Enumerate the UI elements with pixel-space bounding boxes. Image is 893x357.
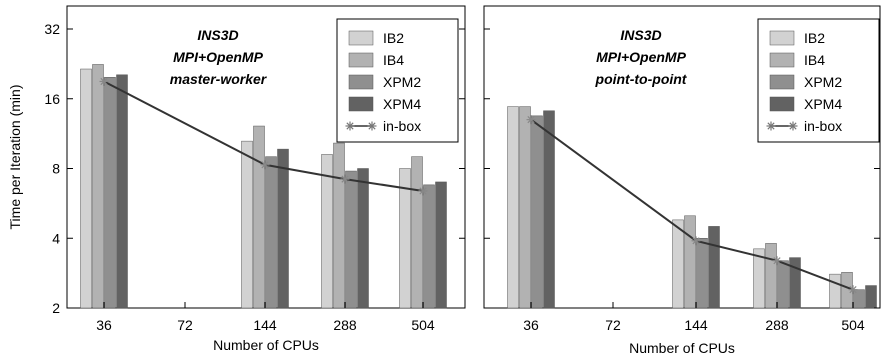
bar-xpm4-504 bbox=[865, 285, 877, 309]
bar-xpm4-504 bbox=[435, 181, 447, 309]
y-tick-label: 2 bbox=[52, 300, 60, 316]
bar-ib4-36 bbox=[92, 64, 104, 309]
x-tick-label: 36 bbox=[96, 317, 112, 333]
bar-ib2-288 bbox=[753, 248, 765, 309]
point-in-box-36 bbox=[526, 115, 536, 125]
bar-xpm4-144 bbox=[277, 148, 289, 309]
line-in-box bbox=[530, 118, 854, 291]
legend-swatch-ib4 bbox=[769, 52, 795, 68]
y-tick-label: 8 bbox=[52, 161, 60, 177]
bar-xpm4-36 bbox=[543, 110, 555, 309]
bar-ib4-144 bbox=[253, 125, 265, 309]
y-tick-label: 16 bbox=[44, 91, 60, 107]
legend-label-xpm4: XPM4 bbox=[804, 96, 842, 112]
chart-title-line-3: master-worker bbox=[170, 71, 268, 87]
bar-ib4-36 bbox=[519, 106, 531, 309]
point-in-box-288 bbox=[340, 174, 350, 184]
legend-swatch-xpm2 bbox=[348, 74, 374, 90]
chart-title-line-1: INS3D bbox=[197, 27, 238, 43]
chart-title-line-1: INS3D bbox=[620, 27, 661, 43]
y-axis-title: Time per Iteration (min) bbox=[7, 85, 23, 230]
legend: IB2 IB4 XPM2 XPM4 in-box bbox=[757, 18, 880, 143]
point-in-box-144 bbox=[691, 236, 701, 246]
x-axis-title: Number of CPUs bbox=[629, 340, 735, 356]
bar-xpm2-504 bbox=[853, 289, 865, 309]
chart-title-line-2: MPI+OpenMP bbox=[173, 49, 264, 65]
bar-xpm2-36 bbox=[104, 77, 116, 309]
legend-label-ib2: IB2 bbox=[804, 30, 825, 46]
chart-panel-point-to-point: 36 72 144 288 504 INS3D MPI+OpenMP point-to-… bbox=[483, 5, 881, 356]
legend-marker bbox=[367, 121, 377, 131]
x-tick-label: 504 bbox=[411, 317, 435, 333]
chart-title-line-3: point-to-point bbox=[595, 71, 688, 87]
bar-xpm4-144 bbox=[708, 226, 720, 309]
bar-ib4-144 bbox=[684, 215, 696, 309]
legend-label-ib4: IB4 bbox=[804, 52, 825, 68]
bar-xpm4-288 bbox=[357, 168, 369, 309]
legend-swatch-ib2 bbox=[769, 30, 795, 46]
point-in-box-288 bbox=[772, 256, 782, 266]
legend-marker bbox=[766, 121, 776, 131]
bar-xpm2-144 bbox=[265, 156, 277, 309]
legend: IB2 IB4 XPM2 XPM4 in-box bbox=[336, 18, 459, 143]
bar-xpm2-504 bbox=[423, 184, 435, 309]
bar-ib2-288 bbox=[321, 154, 333, 309]
bar-ib2-504 bbox=[829, 273, 841, 309]
legend-swatch-xpm4 bbox=[769, 96, 795, 112]
point-in-box-504 bbox=[848, 285, 858, 295]
legend-marker bbox=[345, 121, 355, 131]
x-axis-title: Number of CPUs bbox=[213, 337, 319, 353]
y-tick-label: 32 bbox=[44, 21, 60, 37]
line-in-box bbox=[103, 80, 424, 192]
chart-title-line-2: MPI+OpenMP bbox=[596, 49, 687, 65]
legend-swatch-ib4 bbox=[348, 52, 374, 68]
bar-xpm4-36 bbox=[116, 74, 128, 309]
point-in-box-504 bbox=[418, 186, 428, 196]
bar-ib4-288 bbox=[765, 243, 777, 309]
x-tick-label: 144 bbox=[684, 317, 708, 333]
bar-xpm2-288 bbox=[345, 170, 357, 309]
legend-swatch-xpm2 bbox=[769, 74, 795, 90]
bar-xpm2-36 bbox=[531, 115, 543, 309]
legend-label-xpm2: XPM2 bbox=[804, 74, 842, 90]
bar-xpm4-288 bbox=[789, 257, 801, 309]
legend-marker bbox=[788, 121, 798, 131]
x-tick-label: 72 bbox=[177, 317, 193, 333]
x-tick-label: 144 bbox=[253, 317, 277, 333]
x-tick-label: 504 bbox=[841, 317, 865, 333]
point-in-box-36 bbox=[99, 76, 109, 86]
legend-swatch-ib2 bbox=[348, 30, 374, 46]
bar-xpm2-288 bbox=[777, 260, 789, 309]
legend-label-xpm4: XPM4 bbox=[383, 96, 421, 112]
legend-swatch-xpm4 bbox=[348, 96, 374, 112]
legend-label-xpm2: XPM2 bbox=[383, 74, 421, 90]
bar-ib2-144 bbox=[672, 219, 684, 309]
x-tick-label: 288 bbox=[333, 317, 357, 333]
bar-ib2-144 bbox=[241, 140, 253, 309]
x-tick-label: 36 bbox=[523, 317, 539, 333]
bar-ib2-36 bbox=[507, 106, 519, 309]
bar-ib4-288 bbox=[333, 142, 345, 309]
chart-panel-master-worker: 2 4 8 16 32 36 72 144 288 504 INS3D MPI+OpenMP ma… bbox=[7, 5, 466, 353]
bar-ib2-36 bbox=[80, 68, 92, 309]
bar-xpm2-144 bbox=[696, 238, 708, 309]
bar-ib2-504 bbox=[399, 168, 411, 309]
legend-label-ib2: IB2 bbox=[383, 30, 404, 46]
legend-label-in-box: in-box bbox=[804, 118, 842, 134]
legend-label-in-box: in-box bbox=[383, 118, 421, 134]
y-tick-label: 4 bbox=[52, 230, 60, 246]
bar-ib4-504 bbox=[411, 156, 423, 309]
point-in-box-144 bbox=[260, 160, 270, 170]
x-tick-label: 288 bbox=[765, 317, 789, 333]
x-tick-label: 72 bbox=[605, 317, 621, 333]
legend-label-ib4: IB4 bbox=[383, 52, 404, 68]
